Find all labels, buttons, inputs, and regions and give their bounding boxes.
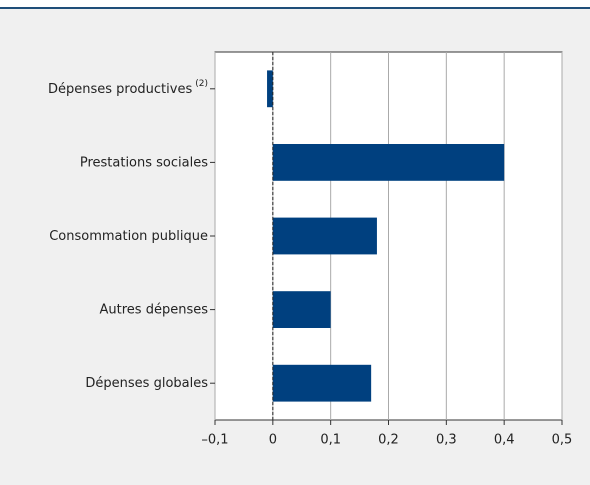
category-superscript: (2) (195, 78, 208, 88)
y-tick-label: Autres dépenses (100, 302, 209, 317)
category-label: Autres dépenses (100, 302, 209, 317)
x-tick-label: 0,3 (436, 433, 457, 448)
bar (272, 364, 372, 402)
category-label: Dépenses productives (48, 81, 192, 96)
category-label: Prestations sociales (80, 155, 208, 170)
x-tick-label: 0,2 (378, 433, 399, 448)
bar (267, 70, 273, 108)
y-tick-label: Consommation publique (49, 229, 208, 244)
y-tick-label: Prestations sociales (80, 155, 208, 170)
top-rule (0, 7, 590, 9)
category-label: Consommation publique (49, 229, 208, 244)
y-tick-label: Dépenses productives (2) (48, 78, 208, 96)
x-tick-label: 0,5 (552, 433, 573, 448)
x-tick-label: 0,4 (494, 433, 515, 448)
bar (272, 291, 331, 328)
x-tick-label: 0 (269, 433, 277, 448)
bar (272, 217, 377, 255)
y-tick-label: Dépenses globales (85, 376, 208, 391)
bar (272, 144, 505, 181)
x-tick-label: 0,1 (320, 433, 341, 448)
category-label: Dépenses globales (85, 376, 208, 391)
x-tick-label: –0,1 (201, 433, 228, 448)
